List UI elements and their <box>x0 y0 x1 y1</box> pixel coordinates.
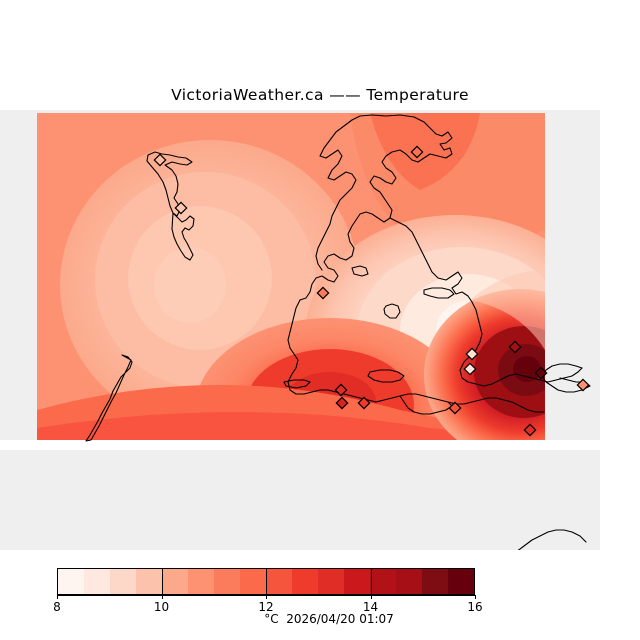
colorbar-swatch-6 <box>214 569 240 594</box>
colorbar-swatch-5 <box>188 569 214 594</box>
colorbar-swatch-2 <box>110 569 136 594</box>
station-diamond[interactable] <box>174 201 188 215</box>
colorbar-tickmark-10 <box>161 595 163 599</box>
station-diamond[interactable] <box>316 286 330 300</box>
colorbar-tick-label-16: 16 <box>467 600 483 614</box>
station-diamond[interactable] <box>410 145 424 159</box>
coast-inland-lake-2 <box>423 287 455 299</box>
colorbar-swatch-14 <box>422 569 448 594</box>
station-diamond[interactable] <box>523 423 537 437</box>
colorbar-tickmark-16 <box>475 595 476 599</box>
coast-south-main <box>287 299 545 413</box>
coast-island-west <box>85 354 133 442</box>
colorbar-swatch-12 <box>370 569 396 594</box>
colorbar-tickmark-14 <box>370 595 372 599</box>
colorbar-tick-label-10: 10 <box>153 600 170 614</box>
coast-island-sw-small <box>283 379 311 389</box>
right-margin <box>600 110 640 550</box>
colorbar-swatch-11 <box>344 569 370 594</box>
colorbar-tickmark-8 <box>57 595 58 599</box>
coast-inland-lake <box>383 303 401 319</box>
station-diamond[interactable] <box>334 383 348 397</box>
coast-south-lake <box>367 369 405 383</box>
colorbar-swatch-15 <box>448 569 474 594</box>
coast-island-nw-upper <box>146 151 193 217</box>
colorbar-tick-label-12: 12 <box>258 600 274 614</box>
colorbar-swatch-4 <box>162 569 188 594</box>
colorbar-tick-label-8: 8 <box>53 600 61 614</box>
station-diamond[interactable] <box>357 396 371 410</box>
colorbar-swatch-7 <box>240 569 266 594</box>
colorbar-divider-14 <box>370 568 372 595</box>
contour-field <box>37 113 545 440</box>
colorbar-swatch-13 <box>396 569 422 594</box>
station-diamond[interactable] <box>335 396 349 410</box>
station-diamond[interactable] <box>448 401 462 415</box>
coast-island-nw-tail <box>171 212 195 261</box>
colorbar-swatch-0 <box>58 569 84 594</box>
colorbar-caption: °C 2026/04/20 01:07 <box>264 612 394 626</box>
colorbar-swatch-1 <box>84 569 110 594</box>
station-diamond[interactable] <box>508 340 522 354</box>
colorbar-swatch-9 <box>292 569 318 594</box>
coast-small-island-central <box>351 265 369 277</box>
colorbar-swatch-8 <box>266 569 292 594</box>
colorbar-legend: 8 10 12 14 16 °C 2026/04/20 01:07 <box>0 560 640 640</box>
colorbar-divider-12 <box>266 568 267 595</box>
coastlines <box>85 114 591 550</box>
page-title: VictoriaWeather.ca —— Temperature <box>171 86 469 104</box>
temperature-map[interactable] <box>0 110 640 550</box>
map-canvas <box>0 110 640 550</box>
colorbar-divider-10 <box>161 568 163 595</box>
station-diamond[interactable] <box>153 153 167 167</box>
station-diamond[interactable] <box>463 362 477 376</box>
coast-north-inlet <box>315 119 357 271</box>
colorbar-tickmark-12 <box>266 595 267 599</box>
colorbar-swatch-10 <box>318 569 344 594</box>
coast-north-landmass <box>299 114 453 301</box>
station-diamond[interactable] <box>465 347 479 361</box>
coast-east-main <box>389 217 583 387</box>
station-diamond[interactable] <box>576 378 590 392</box>
station-diamond[interactable] <box>534 366 548 380</box>
colorbar-swatch-3 <box>136 569 162 594</box>
coast-south-landmass-ne <box>517 529 587 550</box>
lower-grey-strip <box>0 450 600 550</box>
colorbar-tick-label-14: 14 <box>362 600 379 614</box>
station-markers[interactable] <box>153 145 590 437</box>
